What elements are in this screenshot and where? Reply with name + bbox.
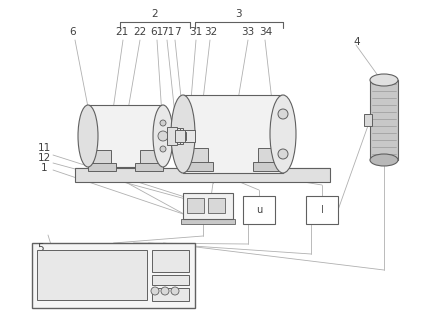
Bar xyxy=(370,80,398,160)
Ellipse shape xyxy=(158,131,168,141)
Text: I: I xyxy=(321,205,323,215)
Text: 33: 33 xyxy=(242,27,254,37)
Ellipse shape xyxy=(270,95,296,173)
Text: u: u xyxy=(256,205,262,215)
Text: 31: 31 xyxy=(190,27,202,37)
Circle shape xyxy=(278,109,288,119)
Circle shape xyxy=(171,287,179,295)
Text: 1: 1 xyxy=(41,163,48,173)
Bar xyxy=(183,193,233,219)
Text: 71: 71 xyxy=(161,27,174,37)
Text: 2: 2 xyxy=(152,9,159,19)
Text: 21: 21 xyxy=(115,27,129,37)
Text: 32: 32 xyxy=(204,27,218,37)
Ellipse shape xyxy=(171,95,195,173)
Circle shape xyxy=(151,287,159,295)
Text: 3: 3 xyxy=(235,9,241,19)
Bar xyxy=(188,148,208,168)
Bar xyxy=(135,163,163,171)
Bar xyxy=(208,198,225,213)
Text: 12: 12 xyxy=(37,153,51,163)
Ellipse shape xyxy=(370,74,398,86)
Bar xyxy=(178,132,186,140)
Bar xyxy=(167,127,177,145)
Ellipse shape xyxy=(153,105,173,167)
Bar xyxy=(253,162,283,171)
Text: 6: 6 xyxy=(70,27,76,37)
Bar xyxy=(152,250,189,272)
Text: 22: 22 xyxy=(133,27,147,37)
Bar xyxy=(183,95,283,173)
Circle shape xyxy=(161,287,169,295)
Text: 5: 5 xyxy=(37,243,44,253)
Bar xyxy=(93,150,111,168)
Text: 34: 34 xyxy=(259,27,273,37)
Ellipse shape xyxy=(370,154,398,166)
Circle shape xyxy=(160,146,166,152)
Bar xyxy=(32,243,195,308)
Text: 61: 61 xyxy=(151,27,164,37)
Bar xyxy=(187,198,204,213)
Text: 7: 7 xyxy=(174,27,180,37)
Bar xyxy=(175,130,185,142)
Bar xyxy=(181,219,235,224)
Bar xyxy=(243,196,275,224)
Bar xyxy=(88,105,163,167)
Bar xyxy=(258,148,278,168)
Bar xyxy=(306,196,338,224)
Text: 11: 11 xyxy=(37,143,51,153)
Bar xyxy=(152,275,189,285)
Text: 4: 4 xyxy=(354,37,361,47)
Ellipse shape xyxy=(78,105,98,167)
Bar xyxy=(364,114,372,126)
Bar xyxy=(168,128,180,144)
Bar xyxy=(152,288,189,301)
Bar xyxy=(185,130,195,142)
Bar xyxy=(140,150,158,168)
Bar xyxy=(171,128,183,144)
Circle shape xyxy=(160,120,166,126)
Bar xyxy=(75,168,330,182)
Bar xyxy=(37,250,147,300)
Bar xyxy=(88,163,116,171)
Bar xyxy=(183,162,213,171)
Circle shape xyxy=(278,149,288,159)
